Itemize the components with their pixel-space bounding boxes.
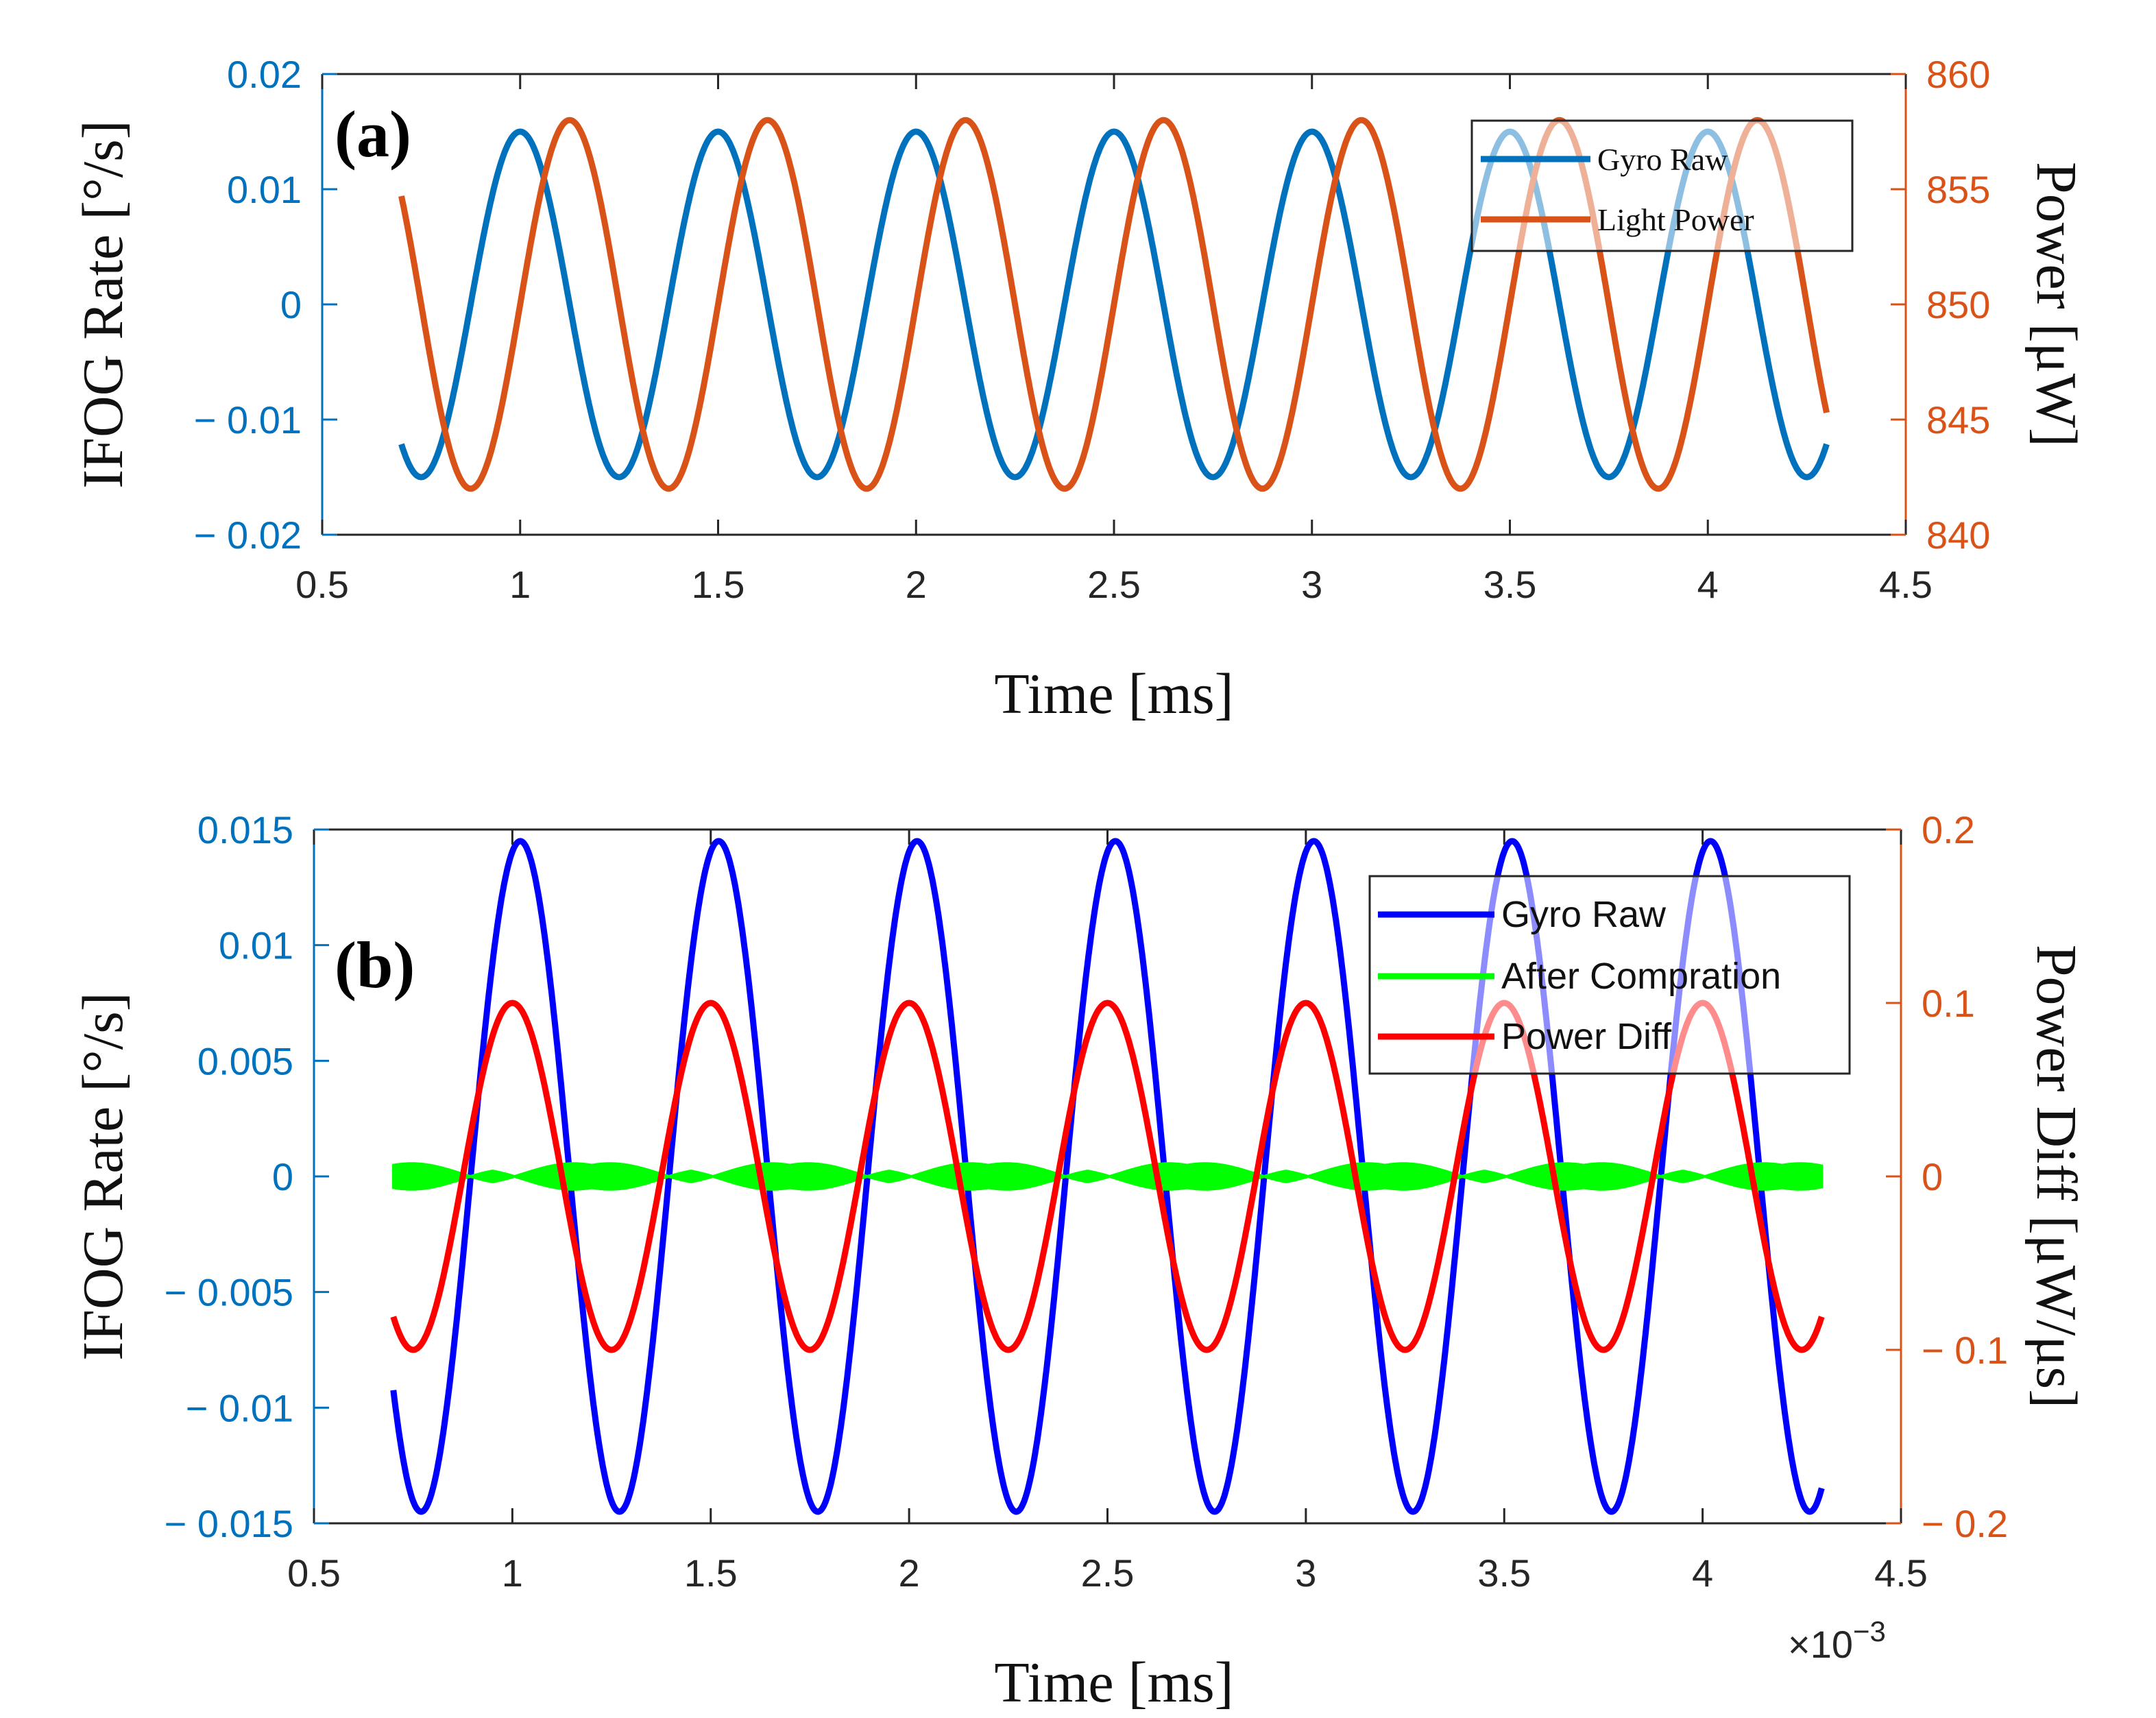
legend-label: Gyro Raw [1597, 142, 1728, 177]
y-left-tick-label: 0.015 [197, 808, 293, 851]
panel-label-b: (b) [335, 928, 415, 1002]
axes-a: 0.5 1 1.5 2 2.5 3 3.5 4 4.5 − 0.02 − 0.01 0 0.01 0.02… [194, 53, 1991, 606]
series-band-after-compration [391, 1162, 1824, 1191]
axes-b: 0.5 1 1.5 2 2.5 3 3.5 4 4.5 − 0.015 − 0.01 − 0.005 0… [165, 808, 2009, 1595]
x-tick-label: 3 [1295, 1551, 1316, 1595]
y-right-tick-label: 855 [1926, 168, 1990, 211]
x-tick-label: 2.5 [1081, 1551, 1135, 1595]
chart-panel-a: 0.5 1 1.5 2 2.5 3 3.5 4 4.5 − 0.02 − 0.01 0 0.01 0.02… [71, 53, 2088, 726]
x-tick-label: 2 [899, 1551, 920, 1595]
x-tick-label: 1 [502, 1551, 523, 1595]
y-right-tick-label: 850 [1926, 283, 1990, 326]
y-axis-label-right-b: Power Diff [μW/μs] [2024, 945, 2088, 1408]
x-tick-label: 4.5 [1874, 1551, 1928, 1595]
series-line-power-diff [390, 1000, 1825, 1353]
legend-box [1470, 119, 1854, 252]
y-right-tick-label: 860 [1926, 53, 1990, 96]
y-left-tick-label: 0 [280, 283, 302, 326]
y-left-tick-label: 0.01 [227, 168, 302, 211]
y-left-tick-label: 0 [272, 1155, 293, 1198]
x-axis-label-a: Time [ms] [994, 662, 1233, 726]
chart-panel-b: 0.5 1 1.5 2 2.5 3 3.5 4 4.5 − 0.015 − 0.01 − 0.005 0… [71, 808, 2088, 1715]
y-right-tick-label: − 0.2 [1922, 1502, 2008, 1545]
y-axis-label-right-a: Power [μW] [2024, 162, 2088, 447]
y-left-tick-label: − 0.005 [165, 1271, 293, 1314]
legend-label: Light Power [1597, 202, 1754, 237]
y-right-tick-label: 840 [1926, 513, 1990, 557]
x-tick-label: 3 [1301, 563, 1322, 606]
legend-label: Gyro Raw [1501, 894, 1667, 935]
y-left-tick-label: − 0.01 [186, 1386, 293, 1429]
y-right-tick-label: 845 [1926, 398, 1990, 441]
x-exponent-label-b: ×10−3 [1788, 1615, 1886, 1666]
y-right-tick-label: 0.2 [1922, 808, 1975, 851]
x-tick-label: 1.5 [684, 1551, 738, 1595]
y-left-tick-label: − 0.02 [194, 513, 302, 557]
y-right-tick-label: 0 [1922, 1155, 1943, 1198]
y-left-tick-label: − 0.015 [165, 1502, 293, 1545]
legend-label: After Compration [1501, 956, 1781, 997]
x-tick-label: 4.5 [1879, 563, 1933, 606]
y-axis-label-left-a: IFOG Rate [°/s] [71, 120, 135, 489]
y-left-tick-label: 0.01 [219, 924, 293, 967]
y-left-tick-label: 0.02 [227, 53, 302, 96]
x-axis-label-b: Time [ms] [994, 1651, 1233, 1715]
x-tick-label: 0.5 [295, 563, 349, 606]
y-axis-label-left-b: IFOG Rate [°/s] [71, 992, 135, 1361]
series-group-b [390, 838, 1825, 1515]
series-line-gyro-raw [398, 128, 1830, 481]
y-right-tick-label: − 0.1 [1922, 1329, 2008, 1372]
y-right-tick-label: 0.1 [1922, 982, 1975, 1025]
x-tick-label: 1 [509, 563, 531, 606]
x-tick-label: 3.5 [1483, 563, 1537, 606]
legend-label: Power Diff [1501, 1016, 1672, 1057]
series-line-gyro-raw [390, 838, 1825, 1515]
x-tick-label: 2 [906, 563, 927, 606]
y-left-tick-label: 0.005 [197, 1039, 293, 1082]
legend-a: Gyro Raw Light Power [1470, 119, 1854, 252]
x-tick-label: 3.5 [1477, 1551, 1531, 1595]
x-tick-label: 2.5 [1087, 563, 1141, 606]
x-tick-label: 4 [1697, 563, 1719, 606]
x-tick-label: 1.5 [692, 563, 745, 606]
y-left-tick-label: − 0.01 [194, 398, 302, 441]
x-tick-label: 0.5 [287, 1551, 341, 1595]
x-tick-label: 4 [1692, 1551, 1713, 1595]
legend-b: Gyro Raw After Compration Power Diff [1368, 875, 1851, 1075]
panel-label-a: (a) [335, 97, 411, 171]
